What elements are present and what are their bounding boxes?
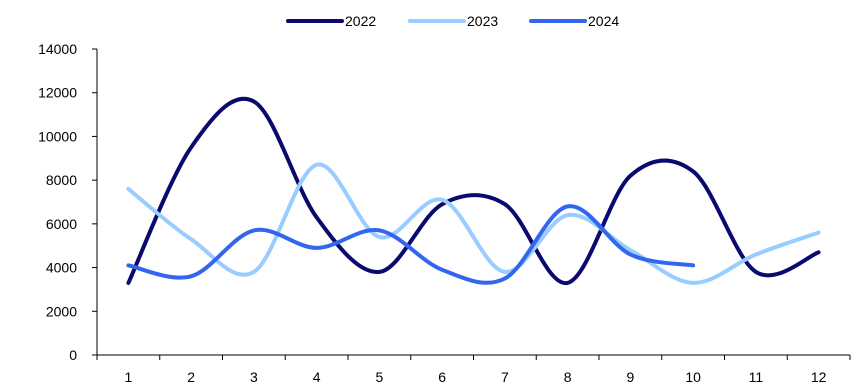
series-line-2023: [126, 162, 821, 285]
legend-label-2024: 2024: [588, 13, 619, 29]
x-tick-label: 1: [124, 369, 132, 385]
x-tick-label: 4: [313, 369, 321, 385]
y-tick-label: 6000: [46, 216, 77, 232]
y-tick-label: 2000: [46, 303, 77, 319]
series-line-2024: [126, 204, 696, 285]
y-tick-label: 10000: [38, 128, 77, 144]
y-tick-label: 4000: [46, 260, 77, 276]
x-tick-label: 3: [250, 369, 258, 385]
x-tick-label: 6: [438, 369, 446, 385]
x-tick-label: 12: [811, 369, 827, 385]
x-tick-label: 11: [749, 369, 764, 385]
x-tick-label: 8: [564, 369, 572, 385]
y-ticks: 0 2000 4000 6000 8000 10000 12000 14000: [38, 41, 97, 363]
x-ticks: 1 2 3 4 5 6 7 8 9 10 11 12: [96, 355, 851, 385]
y-tick-label: 14000: [38, 41, 77, 57]
legend-label-2022: 2022: [345, 13, 376, 29]
legend-label-2023: 2023: [467, 13, 498, 29]
x-tick-label: 10: [685, 369, 701, 385]
x-tick-label: 7: [501, 369, 509, 385]
y-tick-label: 8000: [46, 172, 77, 188]
x-tick-label: 2: [187, 369, 195, 385]
legend: 2022 2023 2024: [286, 13, 619, 29]
x-tick-label: 9: [626, 369, 634, 385]
y-tick-label: 12000: [38, 85, 77, 101]
series-line-2022: [126, 96, 821, 285]
y-tick-label: 0: [69, 347, 77, 363]
x-tick-label: 5: [375, 369, 383, 385]
series-layer: [126, 96, 821, 285]
